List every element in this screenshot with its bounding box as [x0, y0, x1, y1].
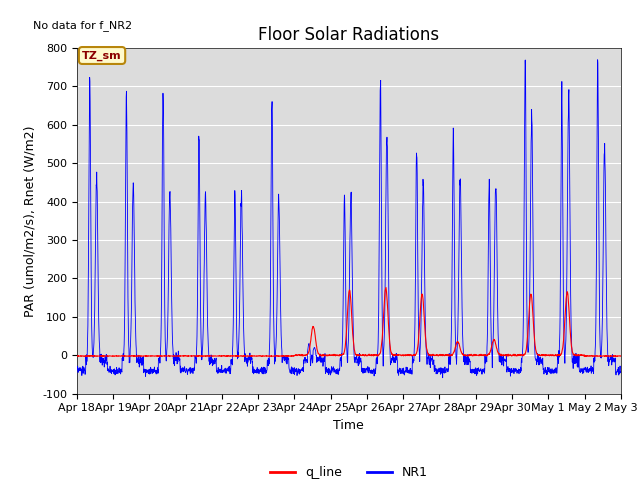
Text: TZ_sm: TZ_sm — [82, 50, 122, 60]
Title: Floor Solar Radiations: Floor Solar Radiations — [258, 25, 440, 44]
Text: No data for f_NR2: No data for f_NR2 — [33, 20, 132, 31]
Legend: q_line, NR1: q_line, NR1 — [265, 461, 433, 480]
X-axis label: Time: Time — [333, 419, 364, 432]
Y-axis label: PAR (umol/m2/s), Rnet (W/m2): PAR (umol/m2/s), Rnet (W/m2) — [24, 125, 36, 316]
